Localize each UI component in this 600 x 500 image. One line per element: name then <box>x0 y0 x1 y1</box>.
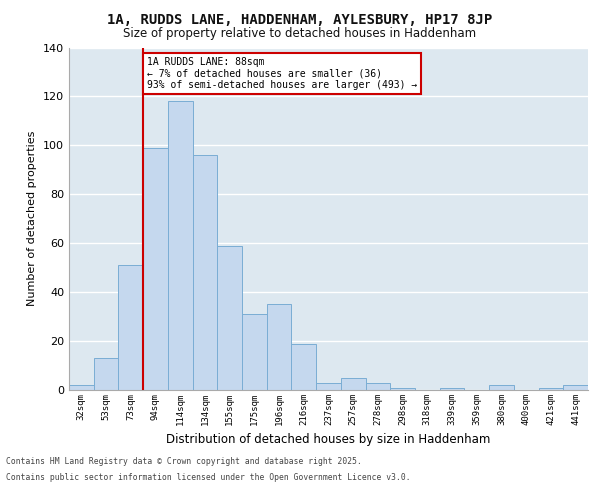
Bar <box>118 265 143 390</box>
Text: 1A, RUDDS LANE, HADDENHAM, AYLESBURY, HP17 8JP: 1A, RUDDS LANE, HADDENHAM, AYLESBURY, HP… <box>107 12 493 26</box>
Text: Size of property relative to detached houses in Haddenham: Size of property relative to detached ho… <box>124 28 476 40</box>
Bar <box>292 344 316 390</box>
Bar <box>341 378 365 390</box>
Bar <box>217 246 242 390</box>
Bar <box>69 385 94 390</box>
Text: Contains HM Land Registry data © Crown copyright and database right 2025.: Contains HM Land Registry data © Crown c… <box>6 458 362 466</box>
X-axis label: Distribution of detached houses by size in Haddenham: Distribution of detached houses by size … <box>166 434 491 446</box>
Bar <box>489 385 514 390</box>
Bar <box>365 382 390 390</box>
Text: Contains public sector information licensed under the Open Government Licence v3: Contains public sector information licen… <box>6 472 410 482</box>
Bar <box>242 314 267 390</box>
Bar <box>390 388 415 390</box>
Text: 1A RUDDS LANE: 88sqm
← 7% of detached houses are smaller (36)
93% of semi-detach: 1A RUDDS LANE: 88sqm ← 7% of detached ho… <box>147 58 417 90</box>
Bar <box>267 304 292 390</box>
Bar <box>193 155 217 390</box>
Bar <box>143 148 168 390</box>
Bar <box>440 388 464 390</box>
Bar <box>316 382 341 390</box>
Bar <box>94 358 118 390</box>
Bar <box>539 388 563 390</box>
Bar <box>563 385 588 390</box>
Bar <box>168 102 193 390</box>
Y-axis label: Number of detached properties: Number of detached properties <box>28 131 37 306</box>
